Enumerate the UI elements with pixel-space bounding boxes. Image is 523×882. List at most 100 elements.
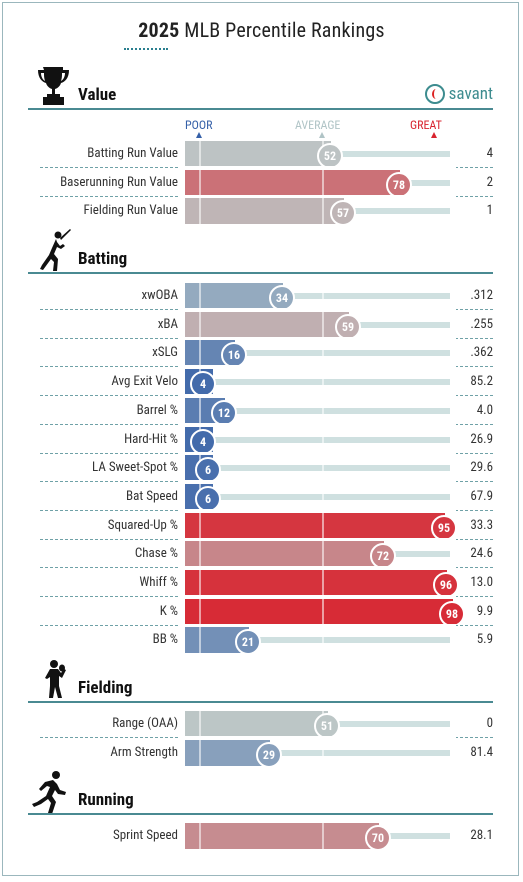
poor-gridline (199, 169, 201, 196)
poor-gridline (199, 141, 201, 167)
percentile-bar (185, 512, 445, 539)
metric-value: .362 (470, 345, 493, 361)
percentile-badge: 96 (433, 572, 459, 598)
section-divider (28, 272, 493, 274)
metric-row[interactable]: Hard-Hit % 4 26.9 (0, 426, 523, 455)
percentile-track (185, 465, 450, 472)
metric-row[interactable]: Sprint Speed 70 28.1 (0, 822, 523, 851)
percentile-track (185, 637, 450, 644)
separator-gap (178, 308, 456, 311)
separator-gap (178, 595, 456, 598)
poor-gridline (199, 311, 201, 338)
percentile-bar (185, 283, 283, 309)
metric-row[interactable]: Chase % 72 24.6 (0, 540, 523, 570)
average-gridline (322, 598, 324, 625)
poor-gridline (199, 598, 201, 625)
metric-value: 4.0 (476, 402, 493, 418)
percentile-track (185, 749, 450, 756)
percentile-badge: 70 (365, 825, 391, 851)
metric-row[interactable]: Avg Exit Velo 4 85.2 (0, 368, 523, 398)
poor-gridline (199, 570, 201, 596)
metric-value: 0 (486, 716, 493, 731)
separator-gap (178, 422, 456, 426)
percentile-bar (185, 141, 331, 167)
poor-gridline (199, 739, 201, 766)
separator-gap (178, 566, 456, 570)
average-gridline (322, 627, 324, 654)
percentile-bar (185, 311, 349, 338)
separator-gap (178, 365, 456, 369)
percentile-bar (185, 823, 379, 849)
section-label-running: Running (78, 790, 134, 810)
metric-value: 67.9 (470, 488, 493, 504)
metric-value: 28.1 (470, 828, 493, 843)
fielder-icon (34, 658, 72, 700)
section-label-value: Value (78, 85, 117, 105)
average-gridline (322, 512, 324, 539)
savant-brand[interactable]: savant (424, 84, 493, 104)
poor-gridline (199, 340, 201, 367)
metric-name: Hard-Hit % (124, 431, 178, 447)
metric-value: 1 (486, 203, 493, 219)
metric-name: Bat Speed (126, 488, 178, 504)
metric-row[interactable]: LA Sweet-Spot % 6 29.6 (0, 454, 523, 484)
metric-row[interactable]: Arm Strength 29 81.4 (0, 739, 523, 768)
separator-gap (178, 394, 456, 398)
metric-name: Range (OAA) (112, 716, 178, 731)
section-divider (28, 813, 493, 815)
metric-value: 5.9 (476, 632, 493, 648)
metric-row[interactable]: Range (OAA) 51 0 (0, 710, 523, 739)
metric-row[interactable]: Barrel % 12 4.0 (0, 397, 523, 426)
poor-gridline (199, 627, 201, 654)
average-gridline (322, 340, 324, 367)
metric-value: 4 (486, 146, 493, 161)
percentile-track (185, 436, 450, 443)
metric-row[interactable]: xBA 59.255 (0, 311, 523, 340)
metric-row[interactable]: Batting Run Value 52 4 (0, 140, 523, 169)
average-gridline (322, 169, 324, 196)
scale-poor-label: POOR (185, 118, 213, 132)
average-gridline (322, 483, 324, 510)
metric-row[interactable]: BB % 21 5.9 (0, 626, 523, 656)
page-title: 2025 MLB Percentile Rankings (138, 18, 385, 42)
poor-marker-icon (196, 132, 202, 138)
poor-gridline (199, 541, 201, 568)
percentile-badge: 21 (235, 629, 261, 656)
metric-row[interactable]: Baserunning Run Value 78 2 (0, 169, 523, 198)
percentile-badge: 98 (439, 600, 465, 627)
poor-gridline (199, 823, 201, 849)
metric-name: K % (159, 603, 178, 619)
metric-row[interactable]: xwOBA 34.312 (0, 282, 523, 311)
percentile-badge: 57 (330, 200, 356, 227)
metric-name: Sprint Speed (112, 828, 178, 843)
metric-row[interactable]: Whiff % 96 13.0 (0, 569, 523, 598)
separator-gap (178, 480, 456, 484)
scale-great-label: GREAT (410, 118, 442, 132)
metric-row[interactable]: Bat Speed 6 67.9 (0, 483, 523, 512)
average-gridline (322, 397, 324, 424)
percentile-badge: 29 (256, 741, 282, 768)
metric-row[interactable]: Squared-Up % 95 33.3 (0, 512, 523, 541)
metric-row[interactable]: xSLG 16 .362 (0, 339, 523, 369)
metric-name: Chase % (134, 546, 178, 562)
metric-value: 29.6 (470, 460, 493, 476)
poor-gridline (199, 397, 201, 424)
metric-row[interactable]: K % 98 9.9 (0, 598, 523, 627)
metric-value: 81.4 (470, 744, 493, 760)
percentile-bar (185, 198, 344, 225)
average-gridline (322, 541, 324, 568)
title-underline (124, 48, 168, 50)
separator-gap (178, 451, 456, 455)
percentile-badge: 51 (314, 713, 340, 739)
metric-name: Squared-Up % (107, 517, 178, 533)
metric-name: xSLG (152, 345, 178, 361)
percentile-track (185, 407, 450, 414)
metric-value: 85.2 (470, 374, 493, 390)
section-divider (28, 701, 493, 703)
percentile-track (185, 293, 450, 299)
metric-row[interactable]: Fielding Run Value 57 1 (0, 197, 523, 227)
metric-name: Whiff % (139, 575, 178, 590)
metric-name: Barrel % (136, 402, 178, 418)
average-gridline (322, 426, 324, 453)
percentile-badge: 6 (195, 457, 221, 484)
